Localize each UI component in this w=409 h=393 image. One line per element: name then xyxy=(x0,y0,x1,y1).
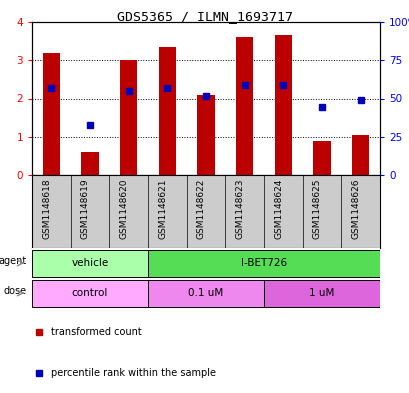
Text: I-BET726: I-BET726 xyxy=(240,258,286,268)
Bar xyxy=(197,95,214,175)
Bar xyxy=(148,279,263,307)
Text: vehicle: vehicle xyxy=(71,258,108,268)
Text: agent: agent xyxy=(0,257,27,266)
Bar xyxy=(81,152,99,175)
Text: transformed count: transformed count xyxy=(51,327,142,337)
Text: 1 uM: 1 uM xyxy=(308,288,334,298)
Bar xyxy=(351,135,369,175)
Text: GSM1148620: GSM1148620 xyxy=(119,179,128,239)
Bar xyxy=(312,141,330,175)
Text: GSM1148623: GSM1148623 xyxy=(235,179,244,239)
Text: GSM1148618: GSM1148618 xyxy=(42,179,51,239)
Bar xyxy=(32,279,148,307)
Bar xyxy=(120,60,137,175)
Text: percentile rank within the sample: percentile rank within the sample xyxy=(51,368,216,378)
Text: dose: dose xyxy=(4,286,27,296)
Text: 0.1 uM: 0.1 uM xyxy=(188,288,223,298)
Bar xyxy=(32,250,148,277)
Text: GDS5365 / ILMN_1693717: GDS5365 / ILMN_1693717 xyxy=(117,10,292,23)
Bar xyxy=(148,250,379,277)
Text: GSM1148622: GSM1148622 xyxy=(196,179,205,239)
Bar xyxy=(43,53,60,175)
Bar xyxy=(236,37,253,175)
Text: GSM1148625: GSM1148625 xyxy=(312,179,321,239)
Bar xyxy=(263,279,379,307)
Text: GSM1148619: GSM1148619 xyxy=(81,179,90,239)
Text: GSM1148624: GSM1148624 xyxy=(274,179,283,239)
Bar xyxy=(274,35,291,175)
Text: GSM1148626: GSM1148626 xyxy=(351,179,360,239)
Bar xyxy=(158,47,175,175)
Text: GSM1148621: GSM1148621 xyxy=(158,179,167,239)
Text: control: control xyxy=(72,288,108,298)
